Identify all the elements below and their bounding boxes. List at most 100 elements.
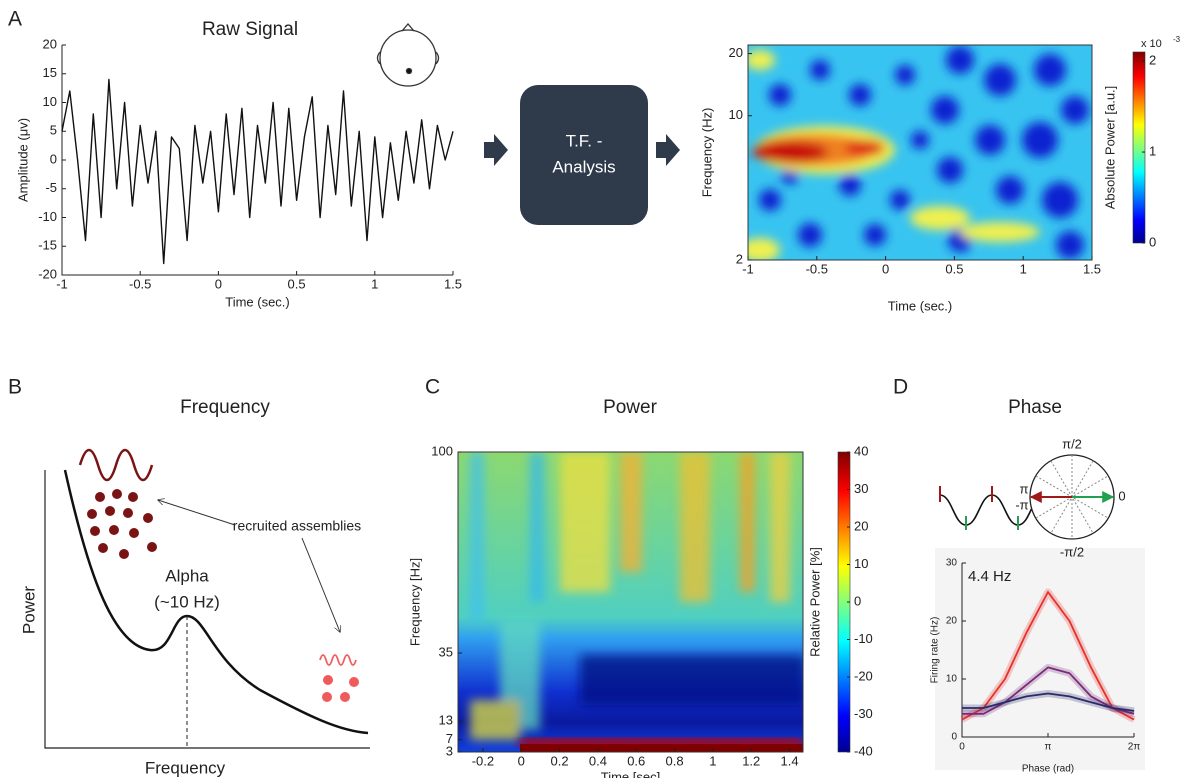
annotation: 4.4 Hz [968,568,1011,585]
y-tick-label: 20 [43,36,57,51]
heatmap-image [458,452,803,752]
y-tick-label: 7 [446,731,453,746]
annotation: (~10 Hz) [154,592,220,611]
x-tick-label: 1 [371,276,378,291]
x-tick-label: 0.5 [945,261,963,276]
series-line [61,78,454,265]
x-axis-label: Frequency [145,758,226,777]
x-tick-label: 1 [709,753,716,768]
y-tick-label: 2 [736,251,743,266]
x-tick-label: 1.2 [742,753,760,768]
chart-title: Raw Signal [202,19,298,40]
colorbar [1132,51,1146,244]
flow-arrow [656,134,680,166]
x-tick-label: 0.4 [589,753,607,768]
head-icon [376,23,440,87]
phase-label: π [1020,481,1029,496]
x-tick-label: 2π [1128,742,1141,753]
tf-box [520,85,648,225]
slow-wave [78,448,154,482]
annotation: recruited assemblies [233,518,361,534]
tf-box-text: Analysis [552,157,615,176]
colorbar-tick-label: 0 [854,593,861,608]
colorbar-tick-label: 20 [854,518,868,533]
y-tick-label: 35 [439,644,453,659]
trough-ticks [965,516,1019,530]
x-tick-label: 0.6 [627,753,645,768]
y-tick-label: 10 [729,107,743,122]
x-tick-label: 0 [518,753,525,768]
x-tick-label: -1 [742,261,754,276]
x-axis-label: Time [sec] [601,769,660,778]
colorbar-tick-label: 40 [854,443,868,458]
axis [44,470,370,749]
annotation: Alpha [165,566,209,585]
colorbar-scale-exponent: -3 [1173,35,1181,44]
y-axis-label: Frequency (Hz) [699,108,714,198]
x-tick-label: 1 [1020,261,1027,276]
series-line [962,692,1135,712]
y-axis-label: Firing rate (Hz) [930,617,941,684]
colorbar-tick-label: 10 [854,556,868,571]
x-tick-label: 0.8 [666,753,684,768]
y-tick-label: 20 [946,616,958,627]
assembly-dots [87,489,157,559]
series-line [961,591,1135,721]
plot-frame [457,451,804,753]
y-axis-label: Amplitude (μv) [15,118,30,202]
phase-label: 0 [1118,488,1125,503]
plot-background [935,548,1145,770]
x-tick-label: -1 [56,276,68,291]
y-tick-label: 20 [729,45,743,60]
chart-title: Phase [1008,397,1062,418]
panel-label: C [425,376,440,399]
phase-label: π/2 [1062,436,1082,451]
y-axis-label: Frequency [Hz] [407,558,422,646]
x-tick-label: 0.2 [551,753,569,768]
axis [61,45,453,276]
colorbar-tick-label: 30 [854,481,868,496]
colorbar-tick-label: -30 [854,706,873,721]
flow-arrow [484,134,508,166]
colorbar-tick-label: 2 [1149,53,1156,68]
colorbar-tick-label: -20 [854,668,873,683]
x-axis-label: Phase (rad) [1022,764,1074,775]
y-tick-label: 5 [50,123,57,138]
x-tick-label: 1.5 [1083,261,1101,276]
y-tick-label: 15 [43,65,57,80]
chart-title: Power [603,397,658,418]
plot-frame [747,44,1093,261]
y-tick-label: 0 [50,151,57,166]
colorbar-tick-label: 0 [1149,234,1156,249]
x-axis-label: Time (sec.) [225,294,290,309]
colorbar-tick-label: -40 [854,743,873,758]
y-axis-label: Power [19,586,38,635]
colorbar-tick-label: -10 [854,631,873,646]
y-tick-label: -20 [38,266,57,281]
x-axis-label: Time (sec.) [888,298,953,313]
phase-label: -π [1015,497,1028,512]
x-tick-label: 1.5 [444,276,462,291]
phase-label: -π/2 [1060,544,1084,559]
x-tick-label: 0 [882,261,889,276]
tf-box-text: T.F. - [566,131,603,150]
y-tick-label: -5 [45,180,57,195]
x-tick-label: -0.2 [472,753,494,768]
y-tick-label: 10 [946,674,958,685]
pointer [158,500,236,526]
pointer [301,537,340,632]
x-tick-label: -0.5 [806,261,828,276]
series-line [962,666,1135,715]
y-tick-label: -10 [38,209,57,224]
x-tick-label: -0.5 [129,276,151,291]
y-tick-label: -15 [38,238,57,253]
x-tick-label: 0 [959,742,965,753]
assembly-dots [322,675,359,702]
colorbar-label: Relative Power [%] [807,547,822,657]
fast-wave [319,654,357,666]
colorbar-label: Absolute Power [a.u.] [1102,86,1117,210]
x-tick-label: 0 [215,276,222,291]
y-tick-label: 10 [43,94,57,109]
y-tick-label: 3 [446,743,453,758]
